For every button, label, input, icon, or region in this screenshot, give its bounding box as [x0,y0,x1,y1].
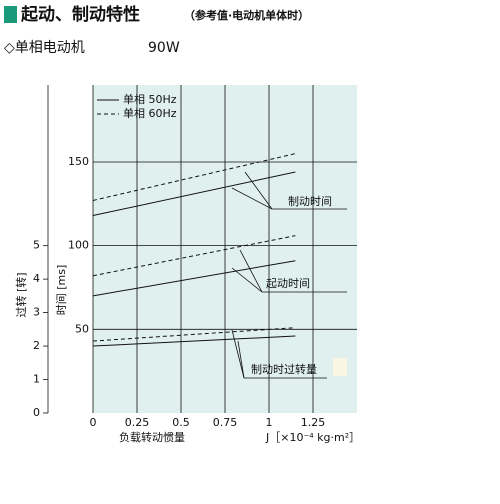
model: 90W [148,40,180,56]
series-line [92,327,296,342]
y-tick-label: 50 [75,322,89,335]
heading: ◇单相电动机 [4,40,85,56]
x-tick-label: 0.25 [125,416,150,429]
leaders [231,171,347,379]
series-line [92,335,296,347]
y-axis-label: 时间 [ms] [55,265,68,316]
y-tick-label: 100 [68,239,89,252]
annotation: 起动时间 [266,277,310,290]
x-tick-label: 1 [266,416,273,429]
y2-tick-label: 1 [33,373,40,386]
chart-title: 起动、制动特性 [20,4,140,25]
series-line [92,171,296,217]
title-marker [4,6,17,23]
y2-tick-label: 4 [33,272,40,285]
chart-subtitle: （参考值·电动机单体时） [184,8,309,22]
legend-label: 单相 50Hz [123,93,177,106]
x-axis-unit: J［×10⁻⁴ kg·m²］ [265,431,360,444]
annotation: 制动时间 [288,195,332,208]
annotation: 制动时过转量 [251,362,317,376]
series-line [92,235,296,277]
y2-axis-label: 过转 [转] [14,272,28,317]
y2-tick-label: 2 [33,339,40,352]
x-tick-label: 0 [90,416,97,429]
x-tick-label: 0.5 [172,416,190,429]
x-tick-label: 1.25 [301,416,326,429]
decor [333,358,347,376]
y2-tick-label: 3 [33,306,40,319]
y2-tick-label: 5 [33,239,40,252]
y-tick-label: 150 [68,155,89,168]
y2-tick-label: 0 [33,406,40,419]
x-tick-label: 0.75 [213,416,238,429]
legend-label: 单相 60Hz [123,107,177,120]
x-axis-label: 负载转动惯量 [119,430,185,444]
series-line [92,260,296,297]
